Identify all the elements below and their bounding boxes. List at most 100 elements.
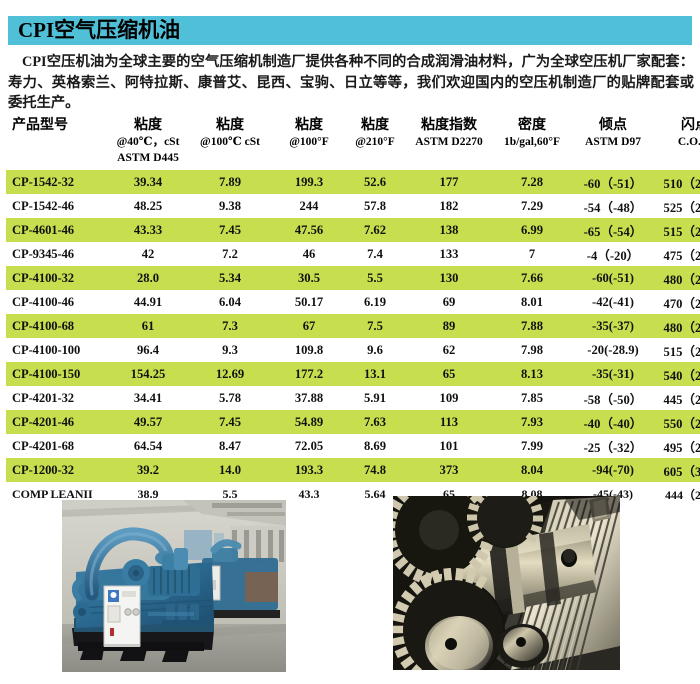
column-header-viscosity-100c: 粘度 @100℃ cSt — [200, 118, 260, 148]
cell-viscosity-100f: 46 — [274, 242, 344, 266]
column-header-viscosity-40c: 粘度 @40℃，cSt ASTM D445 — [116, 118, 180, 164]
column-header-pour-point: 倾点 ASTM D97 — [585, 118, 641, 148]
cell-viscosity-index: 62 — [406, 338, 492, 362]
cell-flash-point: 470（243） — [654, 290, 700, 314]
table-row: CP-4100-46 44.91 6.04 50.17 6.19 69 8.01 -42(-4… — [6, 290, 700, 314]
cell-viscosity-100c: 7.89 — [186, 170, 274, 194]
cell-pour-point: -20(-28.9) — [572, 338, 654, 362]
cell-viscosity-40c: 64.54 — [110, 434, 186, 458]
cell-viscosity-100c: 7.45 — [186, 218, 274, 242]
cell-viscosity-40c: 44.91 — [110, 290, 186, 314]
cell-viscosity-100f: 177.2 — [274, 362, 344, 386]
column-header-density: 密度 1b/gal,60°F — [503, 118, 561, 148]
cell-viscosity-index: 65 — [406, 362, 492, 386]
cell-flash-point: 510（266） — [654, 170, 700, 194]
cell-viscosity-100f: 72.05 — [274, 434, 344, 458]
cell-pour-point: -94(-70) — [572, 458, 654, 482]
table-body: CP-1542-32 39.34 7.89 199.3 52.6 177 7.28 -60（-… — [6, 170, 700, 506]
industrial-gears-photo — [393, 496, 620, 670]
cell-viscosity-210f: 52.6 — [344, 170, 406, 194]
gears-illustration — [393, 496, 620, 670]
cell-model: CP-4201-32 — [6, 386, 110, 410]
cell-flash-point: 445（229） — [654, 386, 700, 410]
cell-flash-point: 495（257） — [654, 434, 700, 458]
cell-viscosity-100c: 14.0 — [186, 458, 274, 482]
cell-viscosity-210f: 7.63 — [344, 410, 406, 434]
cell-density: 7.98 — [492, 338, 572, 362]
cell-density: 8.13 — [492, 362, 572, 386]
column-header-viscosity-index: 粘度指数 ASTM D2270 — [415, 118, 483, 148]
cell-pour-point: -65（-54） — [572, 218, 654, 242]
cell-model: CP-4100-68 — [6, 314, 110, 338]
table-header-row: 产品型号 粘度 @40℃，cSt ASTM D445 粘度 @100℃ cSt … — [6, 118, 700, 170]
cell-viscosity-index: 101 — [406, 434, 492, 458]
table-row: CP-4201-68 64.54 8.47 72.05 8.69 101 7.99 -25（-… — [6, 434, 700, 458]
cell-viscosity-40c: 43.33 — [110, 218, 186, 242]
cell-viscosity-210f: 7.4 — [344, 242, 406, 266]
cell-viscosity-40c: 48.25 — [110, 194, 186, 218]
cell-pour-point: -42(-41) — [572, 290, 654, 314]
cell-viscosity-40c: 39.2 — [110, 458, 186, 482]
air-compressor-illustration — [62, 500, 286, 672]
cell-viscosity-100f: 30.5 — [274, 266, 344, 290]
cell-pour-point: -35(-31) — [572, 362, 654, 386]
cell-viscosity-index: 133 — [406, 242, 492, 266]
cell-viscosity-100f: 47.56 — [274, 218, 344, 242]
cell-viscosity-100c: 9.38 — [186, 194, 274, 218]
cell-model: CP-4100-100 — [6, 338, 110, 362]
cell-viscosity-210f: 57.8 — [344, 194, 406, 218]
cell-flash-point: 444（229） — [654, 482, 700, 506]
cell-model: CP-1542-32 — [6, 170, 110, 194]
cell-viscosity-100f: 244 — [274, 194, 344, 218]
cell-viscosity-100f: 37.88 — [274, 386, 344, 410]
cell-viscosity-index: 113 — [406, 410, 492, 434]
cell-viscosity-40c: 154.25 — [110, 362, 186, 386]
cell-density: 6.99 — [492, 218, 572, 242]
cell-viscosity-210f: 9.6 — [344, 338, 406, 362]
cell-viscosity-40c: 28.0 — [110, 266, 186, 290]
cell-viscosity-40c: 34.41 — [110, 386, 186, 410]
table-row: CP-4100-150 154.25 12.69 177.2 13.1 65 8.13 -35… — [6, 362, 700, 386]
table-row: CP-4100-32 28.0 5.34 30.5 5.5 130 7.66 -60(-51)… — [6, 266, 700, 290]
cell-model: CP-4201-46 — [6, 410, 110, 434]
table-row: CP-4100-100 96.4 9.3 109.8 9.6 62 7.98 -20(-28.… — [6, 338, 700, 362]
cell-viscosity-100f: 109.8 — [274, 338, 344, 362]
cell-viscosity-40c: 61 — [110, 314, 186, 338]
column-header-viscosity-210f: 粘度 @210°F — [355, 118, 395, 148]
cell-model: CP-1542-46 — [6, 194, 110, 218]
table-row: CP-1542-32 39.34 7.89 199.3 52.6 177 7.28 -60（-… — [6, 170, 700, 194]
cell-viscosity-100f: 50.17 — [274, 290, 344, 314]
cell-viscosity-100c: 7.3 — [186, 314, 274, 338]
cell-model: CP-9345-46 — [6, 242, 110, 266]
cell-viscosity-210f: 5.91 — [344, 386, 406, 410]
cell-flash-point: 515（268） — [654, 338, 700, 362]
cell-model: CP-4100-150 — [6, 362, 110, 386]
cell-pour-point: -4（-20） — [572, 242, 654, 266]
cell-flash-point: 480（249） — [654, 314, 700, 338]
cell-model: CP-4601-46 — [6, 218, 110, 242]
specification-table: 产品型号 粘度 @40℃，cSt ASTM D445 粘度 @100℃ cSt … — [6, 118, 700, 506]
cell-flash-point: 605（318） — [654, 458, 700, 482]
cell-viscosity-210f: 8.69 — [344, 434, 406, 458]
cell-model: CP-4201-68 — [6, 434, 110, 458]
table-row: CP-4100-68617.3677.5897.88-35(-37)480（24… — [6, 314, 700, 338]
cell-viscosity-100f: 67 — [274, 314, 344, 338]
cell-density: 7.28 — [492, 170, 572, 194]
cell-viscosity-index: 177 — [406, 170, 492, 194]
cell-viscosity-210f: 5.5 — [344, 266, 406, 290]
cell-density: 7.66 — [492, 266, 572, 290]
cell-model: CP-4100-46 — [6, 290, 110, 314]
cell-viscosity-100f: 199.3 — [274, 170, 344, 194]
cell-flash-point: 475（246） — [654, 242, 700, 266]
cell-viscosity-index: 109 — [406, 386, 492, 410]
cell-viscosity-210f: 7.62 — [344, 218, 406, 242]
cell-pour-point: -60（-51） — [572, 170, 654, 194]
air-compressor-unit-photo — [62, 500, 286, 672]
cell-viscosity-100c: 5.34 — [186, 266, 274, 290]
cell-viscosity-index: 182 — [406, 194, 492, 218]
table-row: CP-4201-46 49.57 7.45 54.89 7.63 113 7.93 -40（-… — [6, 410, 700, 434]
cell-viscosity-210f: 7.5 — [344, 314, 406, 338]
cell-viscosity-100c: 9.3 — [186, 338, 274, 362]
cell-viscosity-100f: 54.89 — [274, 410, 344, 434]
